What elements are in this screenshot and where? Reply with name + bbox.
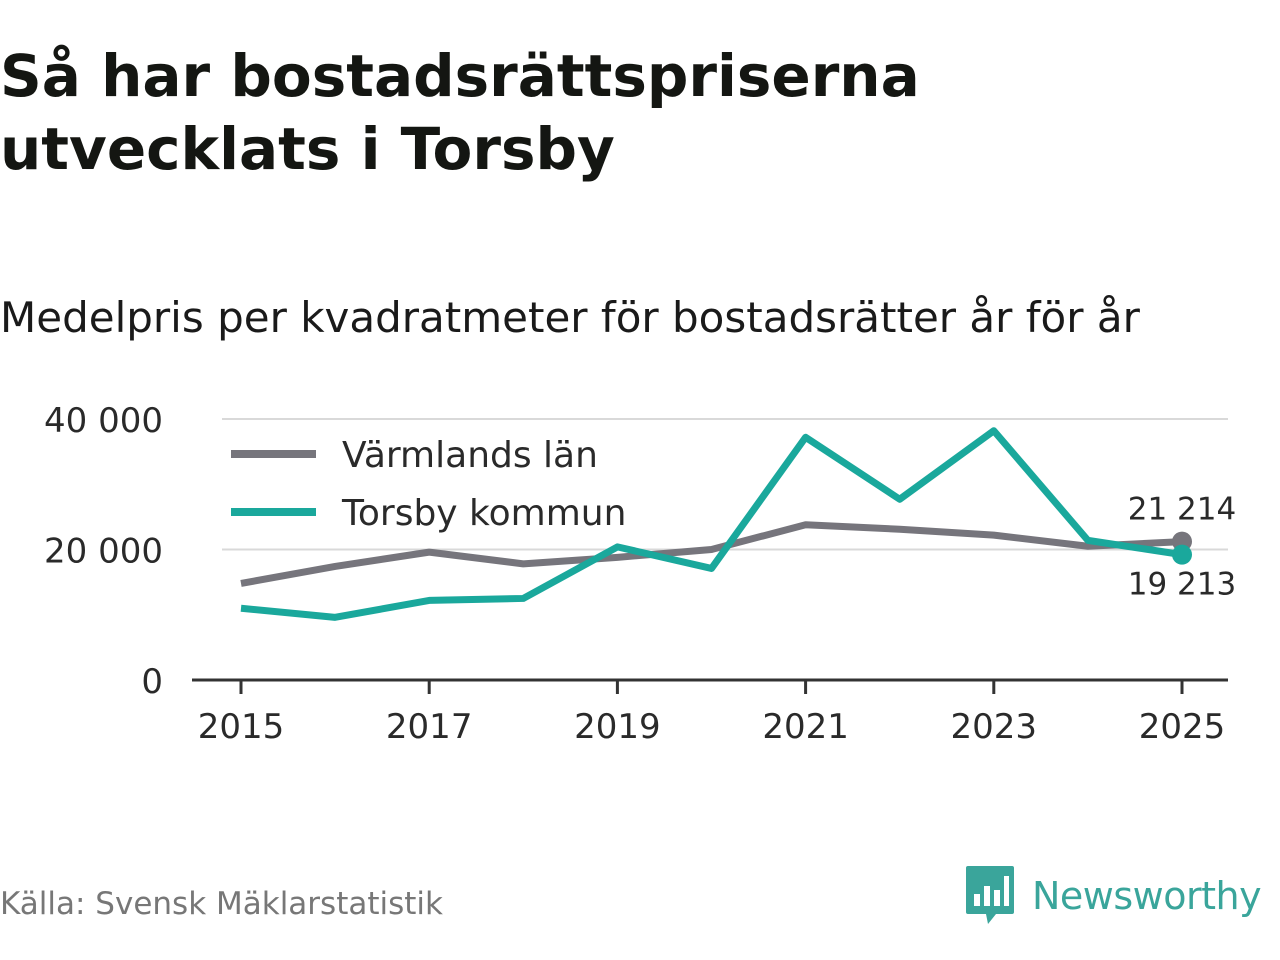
series-lines: [240, 427, 1192, 621]
y-tick-label: 0: [141, 662, 163, 702]
chart-title: Så har bostadsrättspriserna utvecklats i…: [0, 42, 920, 183]
data-labels: 21 214 19 213: [1128, 492, 1236, 603]
end-point-torsby: [1172, 544, 1192, 565]
series-line-varmland: [240, 521, 1183, 587]
y-tick-label: 20 000: [44, 532, 163, 572]
end-label-torsby: 19 213: [1128, 567, 1236, 603]
line-chart: 0 20 000 40 000 2015 2017 2019 2021 2023 2025 V…: [44, 401, 1236, 747]
x-tick-label: 2017: [386, 707, 473, 747]
legend-background: [222, 420, 642, 538]
brand-name: Newsworthy: [1032, 874, 1262, 918]
legend: Värmlands län Torsby kommun: [222, 420, 642, 538]
x-tick-label: 2015: [198, 707, 285, 747]
x-tick-label: 2025: [1139, 707, 1226, 747]
y-tick-label: 40 000: [44, 401, 163, 441]
legend-label-torsby: Torsby kommun: [341, 493, 626, 534]
legend-label-varmland: Värmlands län: [342, 435, 598, 476]
y-axis-ticks: 0 20 000 40 000: [44, 401, 163, 702]
x-axis: 2015 2017 2019 2021 2023 2025: [192, 678, 1228, 747]
chart-subtitle: Medelpris per kvadratmeter för bostadsrä…: [0, 293, 1140, 342]
newsworthy-logo-icon: [966, 866, 1014, 924]
end-label-varmland: 21 214: [1128, 492, 1236, 528]
x-tick-label: 2021: [762, 707, 849, 747]
x-tick-label: 2023: [951, 707, 1038, 747]
source-note: Källa: Svensk Mäklarstatistik: [0, 886, 443, 922]
brand-logo: Newsworthy: [964, 864, 1262, 928]
x-tick-label: 2019: [574, 707, 661, 747]
series-line-torsby: [240, 427, 1183, 621]
